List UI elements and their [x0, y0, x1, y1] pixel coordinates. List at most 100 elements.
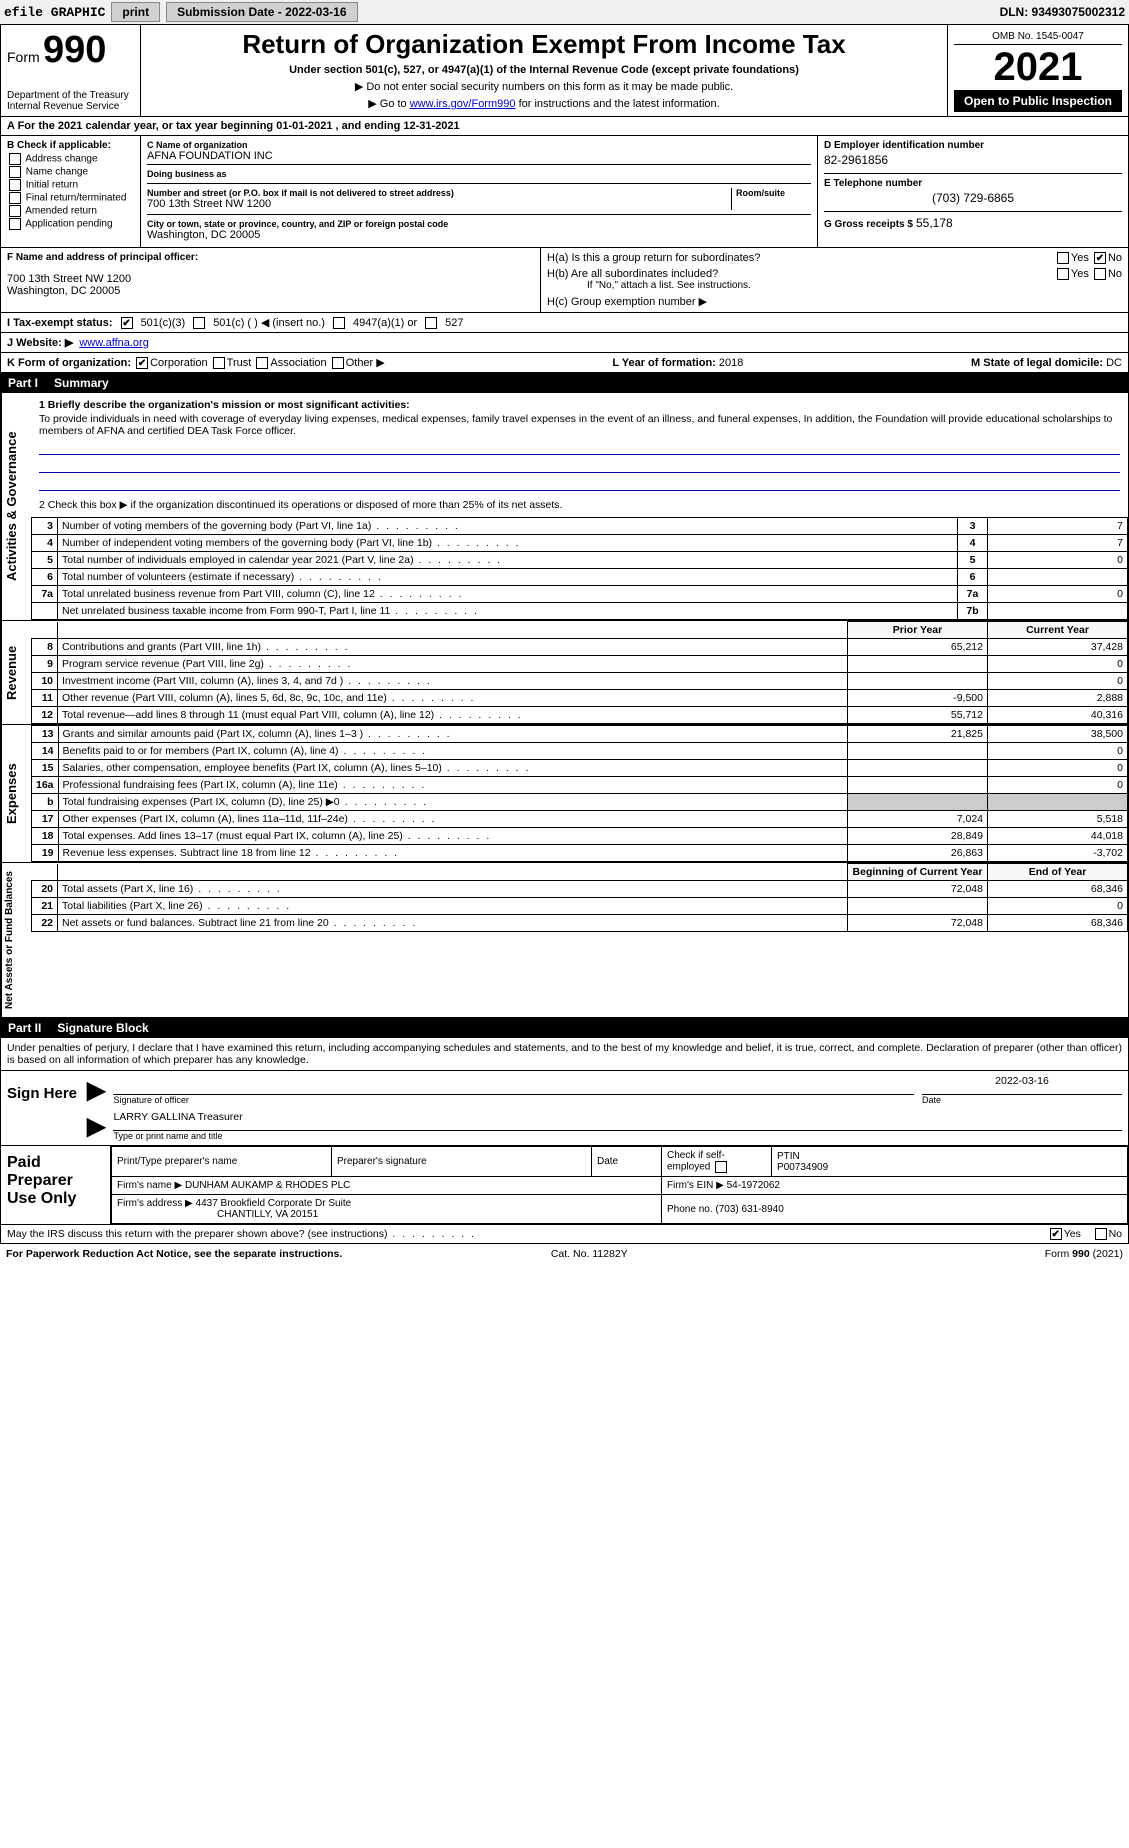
officer-signature-line[interactable] [113, 1075, 914, 1095]
table-row: 15Salaries, other compensation, employee… [32, 760, 1128, 777]
mission-block: 1 Briefly describe the organization's mi… [31, 393, 1128, 517]
declaration-text: Under penalties of perjury, I declare th… [0, 1038, 1129, 1071]
row-curr: 5,518 [988, 811, 1128, 828]
ha-yn: Yes No [1055, 252, 1122, 264]
row-curr: 40,316 [988, 707, 1128, 724]
self-emp-check[interactable] [715, 1161, 727, 1173]
row-prior: 21,825 [848, 726, 988, 743]
row-curr: -3,702 [988, 845, 1128, 862]
row-num: 6 [32, 569, 58, 586]
row-prior: 72,048 [848, 881, 988, 898]
table-row: 10Investment income (Part VIII, column (… [32, 673, 1128, 690]
check-501c[interactable] [193, 317, 205, 329]
row-prior [848, 777, 988, 794]
footer-right: Form 990 (2021) [1045, 1248, 1123, 1260]
row-prior [848, 656, 988, 673]
row-curr: 0 [988, 673, 1128, 690]
summary-table-top: 3Number of voting members of the governi… [31, 517, 1128, 620]
row-label: Revenue less expenses. Subtract line 18 … [58, 845, 847, 862]
title-cell: Return of Organization Exempt From Incom… [141, 25, 948, 116]
ein-value: 82-2961856 [824, 153, 1122, 167]
check-initial-return[interactable]: Initial return [7, 179, 134, 191]
table-row: 18Total expenses. Add lines 13–17 (must … [32, 828, 1128, 845]
sign-here-block: Sign Here ▶ Signature of officer 2022-03… [0, 1071, 1129, 1146]
tab-activities: Activities & Governance [1, 393, 31, 620]
row-label: Number of voting members of the governin… [58, 518, 958, 535]
discuss-yes-check[interactable] [1050, 1228, 1062, 1240]
row-prior [848, 760, 988, 777]
row-curr: 2,888 [988, 690, 1128, 707]
netassets-body: Beginning of Current Year End of Year 20… [31, 863, 1128, 1017]
form-subtitle: Under section 501(c), 527, or 4947(a)(1)… [147, 64, 941, 76]
print-button[interactable]: print [111, 2, 160, 22]
ha-yes-check[interactable] [1057, 252, 1069, 264]
check-amended[interactable]: Amended return [7, 205, 134, 217]
row-label: Total number of volunteers (estimate if … [58, 569, 958, 586]
row-num: 17 [32, 811, 59, 828]
submission-date-button[interactable]: Submission Date - 2022-03-16 [166, 2, 357, 22]
website-link[interactable]: www.affna.org [79, 337, 149, 349]
q1-label: 1 Briefly describe the organization's mi… [39, 399, 1120, 411]
row-curr: 0 [988, 656, 1128, 673]
self-emp: Check if self-employed [662, 1147, 772, 1177]
check-app-pending[interactable]: Application pending [7, 218, 134, 230]
row-label: Benefits paid to or for members (Part IX… [58, 743, 847, 760]
year-cell: OMB No. 1545-0047 2021 Open to Public In… [948, 25, 1128, 116]
ptin-cell: PTINP00734909 [772, 1147, 1128, 1177]
hb-yn: Yes No [1055, 268, 1122, 280]
form-number-cell: Form 990 Department of the Treasury Inte… [1, 25, 141, 116]
line-i: I Tax-exempt status: 501(c)(3) 501(c) ( … [0, 313, 1129, 333]
firm-phone: (703) 631-8940 [715, 1204, 783, 1215]
col-prior: Prior Year [848, 622, 988, 639]
hb-no-check[interactable] [1094, 268, 1106, 280]
form-title: Return of Organization Exempt From Incom… [147, 29, 941, 60]
netassets-header-row: Beginning of Current Year End of Year [32, 864, 1128, 881]
check-4947[interactable] [333, 317, 345, 329]
check-name-change[interactable]: Name change [7, 166, 134, 178]
check-other[interactable] [332, 357, 344, 369]
hb-yes-check[interactable] [1057, 268, 1069, 280]
check-trust[interactable] [213, 357, 225, 369]
row-prior [848, 794, 988, 811]
box-f: F Name and address of principal officer:… [1, 248, 541, 312]
expenses-section: Expenses 13Grants and similar amounts pa… [0, 725, 1129, 863]
table-row: Firm's address ▶ 4437 Brookfield Corpora… [112, 1195, 1128, 1224]
paid-label: Paid Preparer Use Only [1, 1146, 111, 1224]
firm-name-cell: Firm's name ▶ DUNHAM AUKAMP & RHODES PLC [112, 1177, 662, 1195]
check-assoc[interactable] [256, 357, 268, 369]
dln-label: DLN: 93493075002312 [1000, 5, 1125, 19]
row-num: 19 [32, 845, 59, 862]
row-num: 8 [32, 639, 58, 656]
check-final-return[interactable]: Final return/terminated [7, 192, 134, 204]
form-header: Form 990 Department of the Treasury Inte… [0, 25, 1129, 117]
check-address-change[interactable]: Address change [7, 153, 134, 165]
ha-no-check[interactable] [1094, 252, 1106, 264]
table-row: 21Total liabilities (Part X, line 26)0 [32, 898, 1128, 915]
sign-here-label: Sign Here [7, 1075, 87, 1141]
row-curr: 0 [988, 743, 1128, 760]
hc-label: H(c) Group exemption number ▶ [547, 295, 1122, 308]
table-row: 13Grants and similar amounts paid (Part … [32, 726, 1128, 743]
discuss-no-check[interactable] [1095, 1228, 1107, 1240]
row-curr [988, 794, 1128, 811]
check-501c3[interactable] [121, 317, 133, 329]
prep-sig-label: Preparer's signature [332, 1147, 592, 1177]
row-curr: 44,018 [988, 828, 1128, 845]
firm-addr2: CHANTILLY, VA 20151 [217, 1209, 318, 1220]
check-corp[interactable] [136, 357, 148, 369]
line-k-group: K Form of organization: Corporation Trus… [7, 356, 385, 369]
row-prior: 7,024 [848, 811, 988, 828]
footer-mid: Cat. No. 11282Y [551, 1248, 628, 1260]
row-num: 9 [32, 656, 58, 673]
table-row: Net unrelated business taxable income fr… [32, 603, 1128, 620]
check-527[interactable] [425, 317, 437, 329]
addr-value: 700 13th Street NW 1200 [147, 198, 731, 210]
paid-preparer-block: Paid Preparer Use Only Print/Type prepar… [0, 1146, 1129, 1225]
expenses-body: 13Grants and similar amounts paid (Part … [31, 725, 1128, 862]
open-inspection-badge: Open to Public Inspection [954, 90, 1122, 112]
row-num: 11 [32, 690, 58, 707]
row-prior [848, 898, 988, 915]
row-num: 10 [32, 673, 58, 690]
row-label: Net assets or fund balances. Subtract li… [58, 915, 848, 932]
instructions-link[interactable]: www.irs.gov/Form990 [410, 98, 516, 110]
